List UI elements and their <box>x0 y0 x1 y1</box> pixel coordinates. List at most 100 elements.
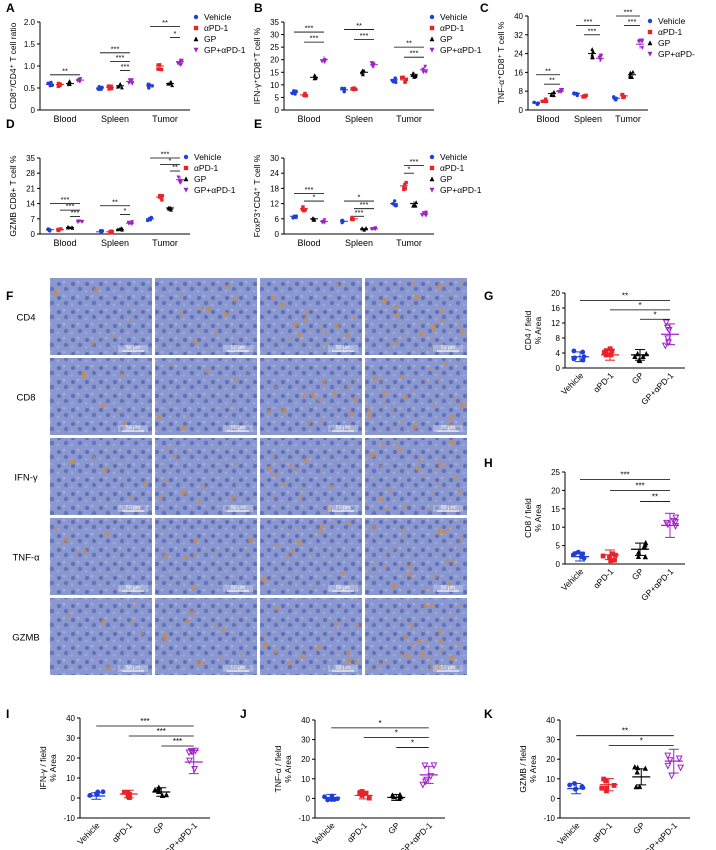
stain-spot <box>329 521 332 525</box>
stain-spot <box>407 572 413 578</box>
stain-spot <box>123 421 128 426</box>
stain-spot <box>387 488 392 492</box>
stain-spot <box>416 638 422 644</box>
y-tick-label: 0 <box>551 794 556 803</box>
stain-spot <box>434 468 437 471</box>
data-point <box>391 80 395 84</box>
scale-bar-bg <box>433 345 463 352</box>
x-category-label: GP+αPD-1 <box>639 370 676 407</box>
stain-spot <box>317 529 323 535</box>
data-point <box>642 553 648 560</box>
stain-spot <box>439 468 442 472</box>
stain-spot <box>332 391 337 397</box>
ihc-image-tile: 50 μm <box>50 518 152 595</box>
data-point <box>672 514 680 522</box>
stain-spot <box>398 323 402 326</box>
data-point <box>607 346 613 352</box>
stain-spot <box>379 381 382 384</box>
stain-spot <box>274 543 277 546</box>
scale-bar-bg <box>328 425 358 432</box>
data-point <box>191 765 199 773</box>
data-point <box>632 353 638 359</box>
significance-label: *** <box>66 202 75 211</box>
data-point <box>640 353 646 359</box>
x-category-label: αPD-1 <box>590 820 614 844</box>
stain-spot <box>457 489 461 494</box>
data-point <box>363 790 369 796</box>
tissue-image <box>365 518 467 595</box>
stain-spot <box>445 286 448 289</box>
stain-spot <box>166 447 169 450</box>
stain-spot <box>461 281 465 284</box>
y-tick-label: 10 <box>301 775 310 784</box>
y-axis-label: IFN-γ⁺CD8⁺T cell % <box>252 27 262 104</box>
stain-spot <box>230 495 236 501</box>
data-point <box>559 88 564 92</box>
x-category-label: GP <box>630 370 646 386</box>
stain-spot <box>271 495 274 498</box>
stain-spot <box>117 411 121 415</box>
stain-spot <box>142 480 148 486</box>
legend-marker <box>429 47 435 53</box>
stain-spot <box>81 373 87 379</box>
scale-bar-label: 50 μm <box>126 665 140 671</box>
data-point <box>664 752 672 760</box>
data-point <box>549 93 554 98</box>
significance-label: *** <box>360 31 369 40</box>
data-point <box>544 97 548 101</box>
legend-entry: GP+αPD-1 <box>194 185 236 195</box>
significance-label: *** <box>360 200 369 209</box>
data-point <box>675 755 683 763</box>
data-point <box>419 781 427 789</box>
stain-spot <box>225 284 231 289</box>
scale-bar-bg <box>223 585 253 592</box>
stain-spot <box>449 655 455 662</box>
stain-spot <box>435 664 442 671</box>
stain-spot <box>395 313 401 319</box>
significance-label: *** <box>116 53 125 62</box>
data-point <box>322 218 327 223</box>
data-point <box>125 793 131 799</box>
data-point <box>420 213 425 218</box>
stain-spot <box>323 331 328 335</box>
stain-spot <box>326 615 330 619</box>
legend-marker <box>193 47 199 53</box>
data-point <box>540 99 545 104</box>
data-point <box>601 776 607 782</box>
x-category-label: Vehicle <box>559 566 586 593</box>
scale-bar-label: 50 μm <box>336 425 350 431</box>
y-axis-label: % Area <box>48 754 58 782</box>
y-axis-label: CD8⁺/CD4⁺ T cell ratio <box>8 22 18 109</box>
stain-spot <box>200 306 205 311</box>
stain-spot <box>381 298 388 304</box>
legend-entry: Vehicle <box>658 16 686 26</box>
y-tick-label: 18 <box>270 184 279 193</box>
stain-spot <box>233 463 236 466</box>
stain-spot <box>457 322 461 326</box>
y-tick-label: 32 <box>514 31 523 40</box>
tissue-image <box>260 278 362 355</box>
data-point <box>430 762 438 770</box>
data-point <box>628 73 632 78</box>
ihc-image-tile: 50 μm <box>50 278 152 355</box>
legend-entry: αPD-1 <box>440 23 465 33</box>
data-point <box>664 762 672 770</box>
significance-label: *** <box>635 481 644 490</box>
stain-spot <box>370 524 376 530</box>
stain-spot <box>316 397 322 402</box>
legend-entry: GP <box>440 34 453 44</box>
data-point <box>160 198 164 202</box>
stain-spot <box>415 466 421 472</box>
significance-label: * <box>124 206 127 215</box>
data-point <box>401 75 405 79</box>
y-tick-label: 0 <box>556 560 561 569</box>
y-axis-label: TNF-α / field <box>273 745 283 792</box>
data-point <box>146 82 150 86</box>
ihc-image-tile: 50 μm <box>50 598 152 675</box>
stain-spot <box>200 330 203 333</box>
stain-spot <box>319 524 324 529</box>
legend-marker <box>647 29 653 35</box>
stain-spot <box>432 492 435 495</box>
data-point <box>611 782 617 788</box>
data-point <box>360 226 364 231</box>
